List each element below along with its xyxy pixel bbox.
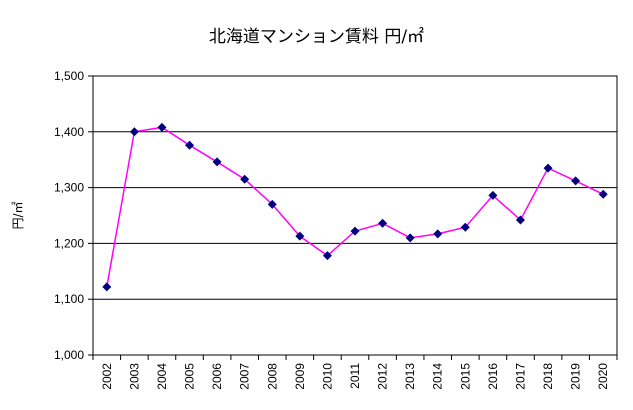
x-tick-label: 2018 (541, 363, 555, 390)
x-tick-label: 2011 (348, 363, 362, 389)
data-point (350, 226, 360, 236)
data-point (295, 231, 305, 241)
x-tick-label: 2013 (403, 363, 417, 390)
x-tick-label: 2005 (183, 363, 197, 390)
x-tick-label: 2009 (293, 363, 307, 390)
y-axis-ticks: 1,000 1,100 1,200 1,300 1,400 1,500 (54, 69, 93, 362)
data-point (212, 157, 222, 167)
plot-area (92, 75, 618, 356)
y-tick-label: 1,500 (54, 69, 84, 83)
x-tick-label: 2002 (100, 363, 114, 390)
data-point (598, 189, 608, 199)
data-markers (102, 122, 608, 292)
x-tick-label: 2003 (127, 363, 141, 390)
x-tick-label: 2007 (238, 363, 252, 390)
y-tick-label: 1,100 (54, 292, 84, 306)
x-tick-label: 2016 (486, 363, 500, 390)
data-point (102, 282, 112, 292)
chart-title: 北海道マンション賃料 円/㎡ (208, 27, 425, 47)
data-point (571, 176, 581, 186)
y-tick-label: 1,400 (54, 125, 84, 139)
data-point (185, 140, 195, 150)
data-point (267, 199, 277, 209)
y-tick-label: 1,000 (54, 348, 84, 362)
y-tick-label: 1,200 (54, 236, 84, 250)
data-point (322, 251, 332, 261)
data-point (405, 233, 415, 243)
x-tick-label: 2017 (513, 363, 527, 390)
grid-lines (93, 131, 617, 300)
data-point (157, 122, 167, 132)
x-tick-label: 2015 (458, 363, 472, 390)
x-tick-label: 2008 (265, 363, 279, 390)
x-tick-label: 2010 (320, 363, 334, 390)
x-tick-label: 2006 (210, 363, 224, 390)
x-tick-label: 2014 (431, 363, 445, 390)
data-point (488, 190, 498, 200)
data-point (433, 229, 443, 239)
data-point (129, 127, 139, 137)
data-point (543, 163, 553, 173)
y-tick-label: 1,300 (54, 181, 84, 195)
y-axis-label: 円/㎡ (11, 201, 25, 229)
data-point (240, 174, 250, 184)
x-axis-ticks: 2002 2003 2004 2005 2006 2007 2008 2009 2010 2011… (92, 355, 618, 390)
data-point (378, 218, 388, 228)
x-tick-label: 2004 (155, 363, 169, 390)
data-point (460, 222, 470, 232)
data-point (515, 215, 525, 225)
x-tick-label: 2012 (376, 363, 390, 390)
x-tick-label: 2019 (569, 363, 583, 390)
x-tick-label: 2020 (596, 363, 610, 390)
